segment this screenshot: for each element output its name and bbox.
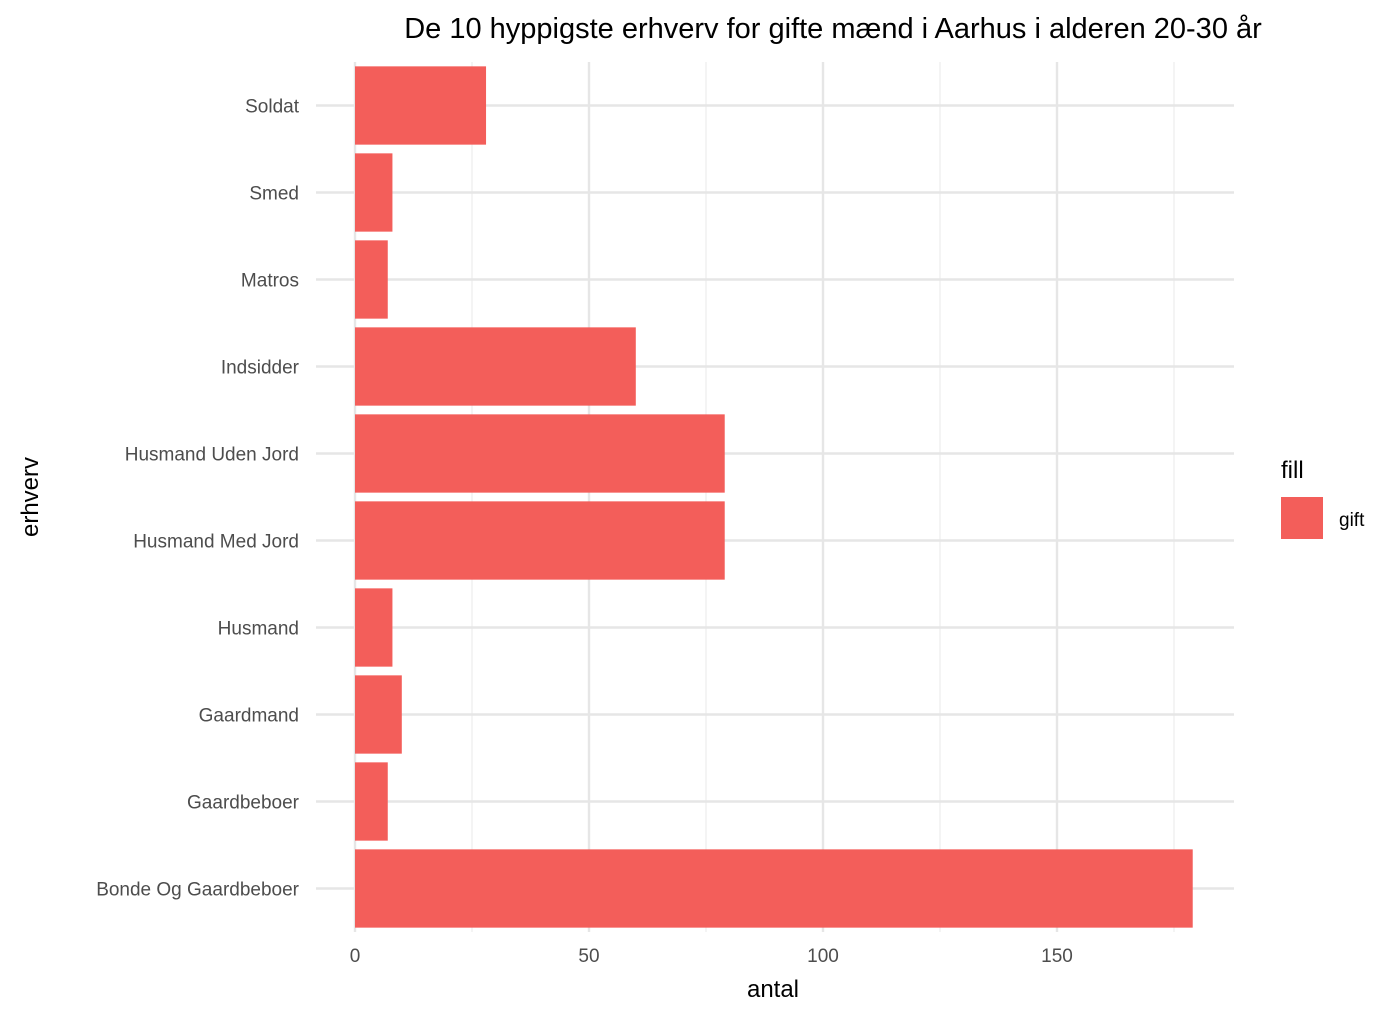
bar — [355, 849, 1193, 928]
legend: fill gift — [1281, 457, 1365, 539]
x-tick-label: 100 — [807, 946, 839, 967]
gridlines — [316, 62, 1234, 932]
x-tick-label: 150 — [1041, 946, 1073, 967]
bar — [355, 501, 725, 580]
y-tick-label: Gaardbeboer — [187, 793, 300, 814]
bar — [355, 762, 388, 841]
y-tick-label: Matros — [241, 271, 299, 292]
y-tick-label: Soldat — [245, 97, 300, 118]
y-tick-label: Husmand — [218, 619, 299, 640]
bar — [355, 66, 487, 145]
bar — [355, 327, 636, 406]
legend-label-gift: gift — [1339, 510, 1365, 531]
bar — [355, 588, 393, 667]
bar — [355, 240, 388, 319]
x-tick-label: 50 — [578, 946, 599, 967]
y-tick-labels: Bonde Og Gaardbeboer Gaardbeboer Gaardmand… — [96, 97, 300, 901]
x-tick-label: 0 — [350, 946, 361, 967]
legend-title: fill — [1281, 457, 1304, 484]
y-tick-label: Gaardmand — [199, 706, 299, 727]
chart-title: De 10 hyppigste erhverv for gifte mænd i… — [404, 13, 1262, 45]
x-axis-title: antal — [747, 976, 799, 1003]
bar — [355, 675, 402, 754]
y-tick-label: Smed — [249, 184, 299, 205]
bar — [355, 153, 393, 232]
y-tick-label: Bonde Og Gaardbeboer — [96, 880, 299, 901]
y-axis-title: erhverv — [17, 457, 44, 537]
legend-swatch-gift — [1281, 497, 1323, 539]
bar — [355, 414, 725, 493]
y-tick-label: Indsidder — [221, 358, 300, 379]
y-tick-label: Husmand Med Jord — [133, 532, 299, 553]
x-tick-labels: 0 50 100 150 — [350, 946, 1073, 967]
bars — [355, 66, 1193, 928]
y-tick-label: Husmand Uden Jord — [125, 445, 299, 466]
